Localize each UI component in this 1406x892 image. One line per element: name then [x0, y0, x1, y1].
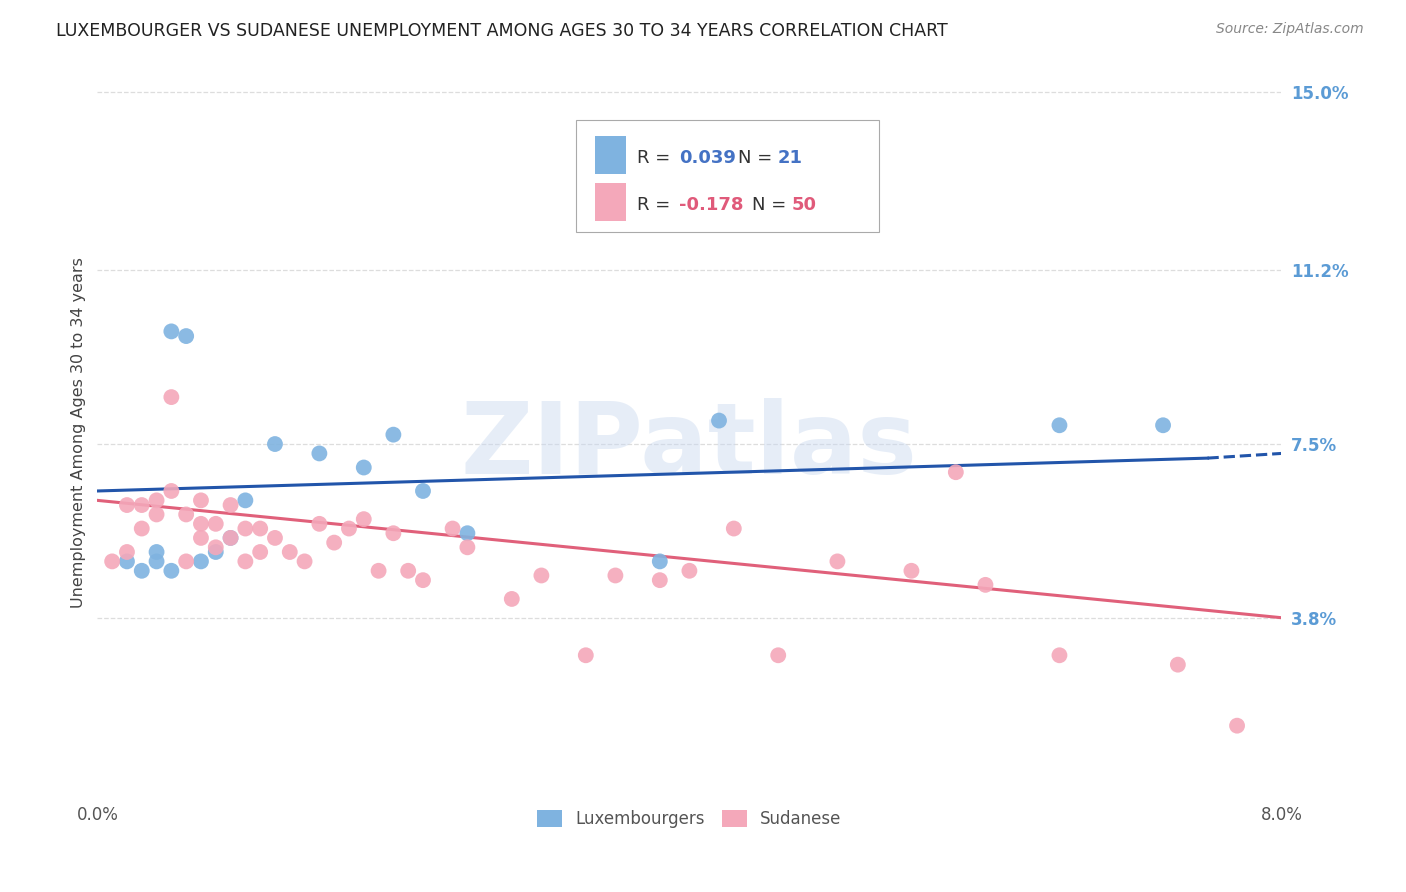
Point — [308, 446, 330, 460]
Point — [264, 437, 287, 451]
Text: 21: 21 — [778, 149, 803, 167]
Point — [249, 545, 271, 559]
Point — [1152, 418, 1174, 433]
Point — [115, 545, 138, 559]
Point — [294, 554, 316, 568]
Y-axis label: Unemployment Among Ages 30 to 34 years: Unemployment Among Ages 30 to 34 years — [72, 257, 86, 607]
Point — [1049, 648, 1071, 663]
Point — [160, 483, 183, 498]
Text: N =: N = — [738, 149, 778, 167]
Point — [456, 526, 478, 541]
Legend: Luxembourgers, Sudanese: Luxembourgers, Sudanese — [530, 804, 848, 835]
Point — [278, 545, 301, 559]
Point — [145, 545, 167, 559]
Point — [456, 541, 478, 555]
Point — [827, 554, 849, 568]
Point — [145, 493, 167, 508]
Point — [605, 568, 627, 582]
Point — [678, 564, 700, 578]
Point — [115, 554, 138, 568]
Point — [1226, 719, 1249, 733]
Point — [249, 522, 271, 536]
Point — [190, 493, 212, 508]
Text: LUXEMBOURGER VS SUDANESE UNEMPLOYMENT AMONG AGES 30 TO 34 YEARS CORRELATION CHAR: LUXEMBOURGER VS SUDANESE UNEMPLOYMENT AM… — [56, 22, 948, 40]
Point — [974, 578, 997, 592]
Point — [160, 390, 183, 404]
Point — [160, 325, 183, 339]
Point — [353, 512, 375, 526]
Point — [412, 573, 434, 587]
Point — [382, 526, 405, 541]
Point — [723, 522, 745, 536]
Text: Source: ZipAtlas.com: Source: ZipAtlas.com — [1216, 22, 1364, 37]
Point — [1049, 418, 1071, 433]
Point — [174, 554, 197, 568]
Point — [145, 554, 167, 568]
Point — [204, 541, 226, 555]
Point — [204, 545, 226, 559]
Point — [219, 531, 242, 545]
Point — [219, 531, 242, 545]
Point — [235, 554, 257, 568]
Point — [353, 460, 375, 475]
Point — [308, 516, 330, 531]
Point — [337, 522, 360, 536]
Point — [190, 516, 212, 531]
Point — [190, 554, 212, 568]
Point — [768, 648, 790, 663]
Point — [441, 522, 464, 536]
Point — [323, 535, 346, 549]
Point — [219, 498, 242, 512]
Text: -0.178: -0.178 — [679, 196, 744, 214]
Point — [190, 531, 212, 545]
Text: R =: R = — [637, 196, 676, 214]
Point — [145, 508, 167, 522]
Point — [115, 498, 138, 512]
Point — [101, 554, 124, 568]
Point — [174, 329, 197, 343]
Text: 50: 50 — [792, 196, 817, 214]
Point — [131, 498, 153, 512]
Point — [1167, 657, 1189, 672]
Point — [707, 413, 730, 427]
Point — [575, 648, 598, 663]
Point — [530, 568, 553, 582]
Point — [412, 483, 434, 498]
Text: ZIPatlas: ZIPatlas — [461, 399, 918, 495]
Point — [367, 564, 389, 578]
Point — [174, 508, 197, 522]
Point — [382, 427, 405, 442]
Point — [900, 564, 922, 578]
Point — [131, 522, 153, 536]
Point — [204, 516, 226, 531]
Point — [501, 591, 523, 606]
Point — [235, 493, 257, 508]
Point — [648, 573, 671, 587]
Text: R =: R = — [637, 149, 676, 167]
Point — [131, 564, 153, 578]
Point — [160, 564, 183, 578]
Point — [235, 522, 257, 536]
Text: 0.039: 0.039 — [679, 149, 735, 167]
Point — [264, 531, 287, 545]
Point — [396, 564, 419, 578]
Point — [648, 554, 671, 568]
Point — [945, 465, 967, 479]
Text: N =: N = — [752, 196, 792, 214]
